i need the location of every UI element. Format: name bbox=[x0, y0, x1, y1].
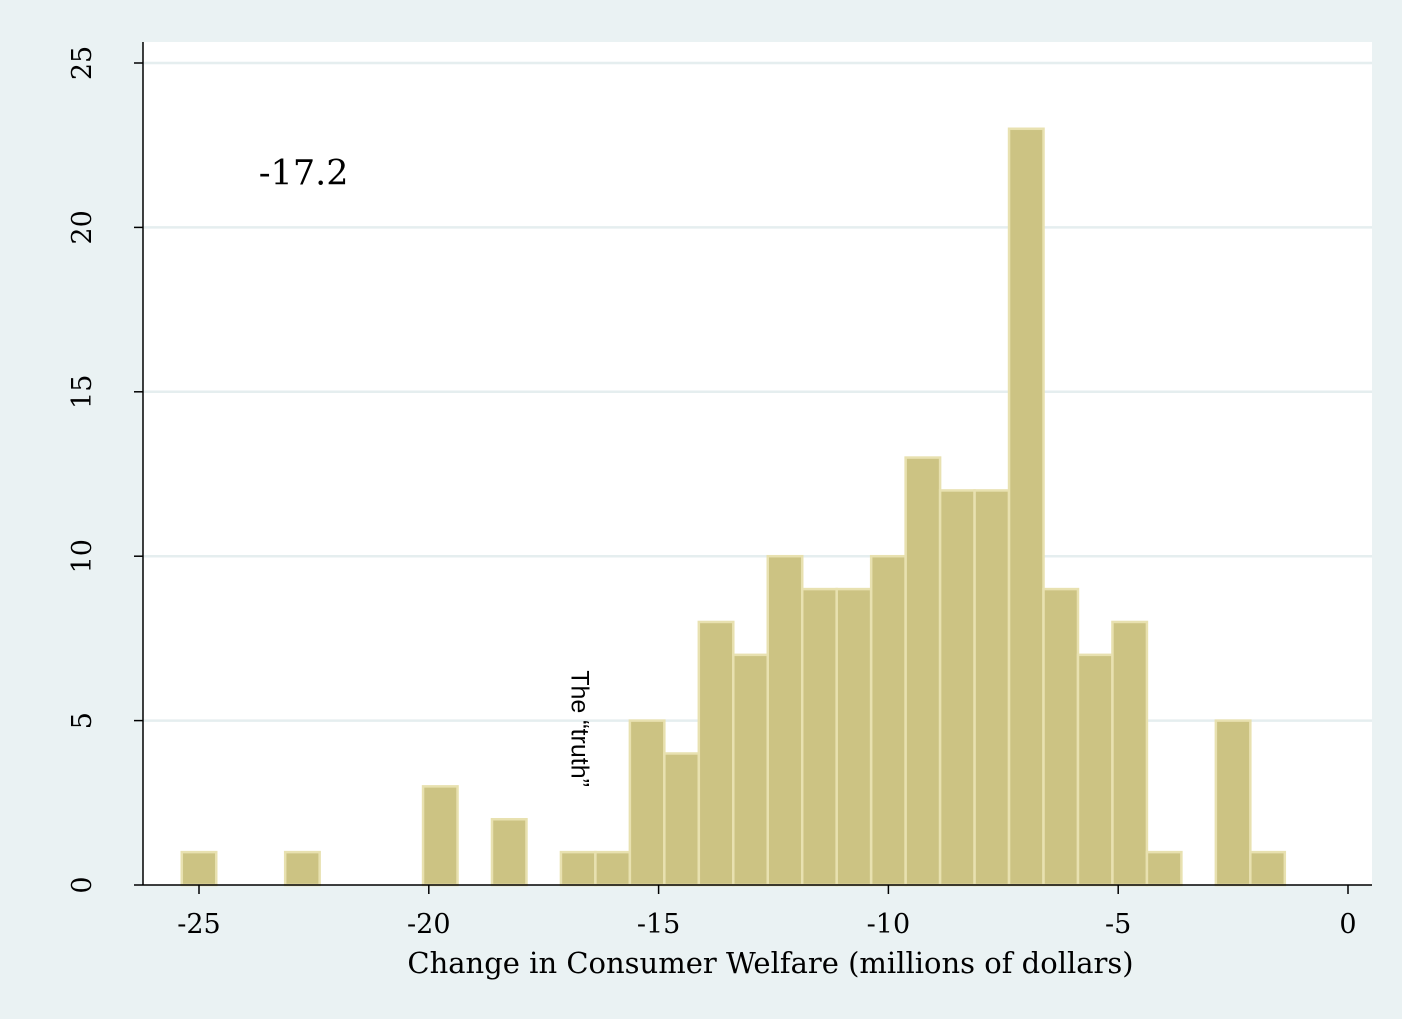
x-tick-label: -15 bbox=[637, 909, 680, 940]
axes bbox=[134, 42, 1372, 894]
histogram-bar bbox=[663, 752, 701, 887]
grid-lines bbox=[143, 61, 1372, 722]
histogram-chart: 0 5 10 15 20 25 -25 -20 -15 -10 -5 0 Change in Cons… bbox=[67, 42, 1372, 980]
y-tick-label: 20 bbox=[67, 210, 98, 244]
histogram-bar bbox=[1214, 719, 1252, 887]
y-tick-label: 0 bbox=[67, 876, 98, 893]
histogram-bar bbox=[628, 719, 666, 887]
histogram-bar bbox=[1145, 850, 1183, 887]
histogram-bar bbox=[835, 587, 873, 887]
histogram-bar bbox=[766, 554, 804, 887]
histogram-bar bbox=[904, 456, 942, 887]
chart-frame: 0 5 10 15 20 25 -25 -20 -15 -10 -5 0 Change in Cons… bbox=[6, 6, 1396, 1014]
y-tick-label: 10 bbox=[67, 539, 98, 573]
histogram-bar bbox=[1007, 127, 1045, 887]
x-axis-title: Change in Consumer Welfare (millions of … bbox=[407, 946, 1133, 980]
histogram-bar bbox=[800, 587, 838, 887]
annotation-label: The “truth” bbox=[565, 670, 593, 787]
histogram-bar bbox=[732, 653, 770, 887]
histogram-bar bbox=[1042, 587, 1080, 887]
histogram-bar bbox=[1249, 850, 1287, 887]
x-tick-label: -25 bbox=[177, 909, 220, 940]
y-tick-label: 15 bbox=[67, 375, 98, 409]
x-tick-label: 0 bbox=[1339, 909, 1356, 940]
histogram-bar bbox=[180, 850, 218, 887]
annotation-value: -17.2 bbox=[259, 154, 349, 194]
y-tick-label: 5 bbox=[67, 712, 98, 729]
histogram-bar bbox=[869, 554, 907, 887]
annotations: -17.2 The “truth” bbox=[259, 154, 594, 787]
x-tick-label: -20 bbox=[407, 909, 450, 940]
histogram-bar bbox=[421, 785, 459, 887]
histogram-bar bbox=[594, 850, 632, 887]
histogram-bar bbox=[1111, 620, 1149, 887]
histogram-bars bbox=[180, 127, 1287, 887]
histogram-bar bbox=[938, 489, 976, 887]
y-tick-label: 25 bbox=[67, 46, 98, 80]
histogram-bar bbox=[1076, 653, 1114, 887]
x-tick-label: -5 bbox=[1105, 909, 1131, 940]
histogram-bar bbox=[973, 489, 1011, 887]
histogram-bar bbox=[559, 850, 597, 887]
tick-labels: 0 5 10 15 20 25 -25 -20 -15 -10 -5 0 bbox=[67, 46, 1357, 940]
histogram-bar bbox=[697, 620, 735, 887]
x-tick-label: -10 bbox=[867, 909, 910, 940]
histogram-bar bbox=[490, 817, 528, 887]
histogram-bar bbox=[283, 850, 321, 887]
